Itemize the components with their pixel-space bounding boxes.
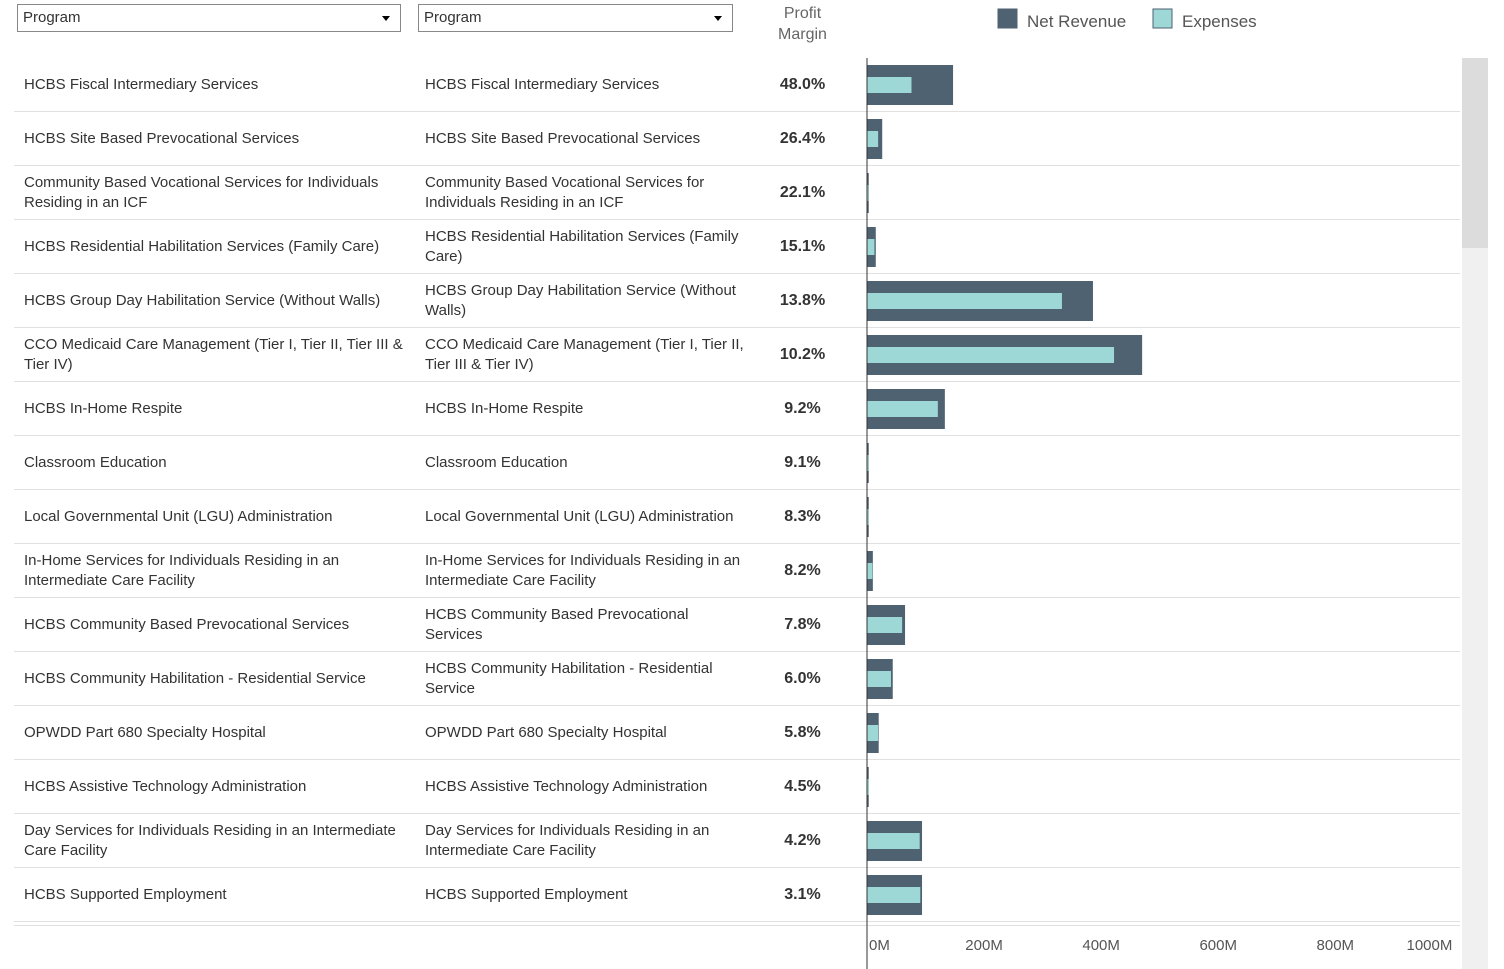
row-separator — [14, 813, 1460, 814]
scrollbar[interactable] — [1462, 58, 1488, 969]
row-separator — [14, 921, 1460, 922]
bar — [867, 833, 920, 849]
legend-swatch — [1152, 8, 1173, 29]
program-label: Community Based Vocational Services for … — [425, 174, 705, 211]
row-separator — [14, 543, 1460, 544]
profit-margin: 22.1% — [779, 184, 826, 201]
program-label: Classroom Education — [24, 454, 167, 471]
program-label: HCBS Supported Employment — [24, 886, 227, 903]
program-label: HCBS Group Day Habilitation Service (Wit… — [425, 282, 736, 319]
row-separator — [14, 489, 1460, 490]
row-separator — [14, 759, 1460, 760]
profit-margin: 4.2% — [784, 832, 821, 849]
program-label: OPWDD Part 680 Specialty Hospital — [24, 724, 266, 741]
filter-dropdown[interactable]: Program — [418, 4, 733, 32]
program-label: HCBS Community Habilitation - Residentia… — [425, 660, 713, 697]
program-label: HCBS Site Based Prevocational Services — [425, 130, 701, 147]
program-label: HCBS Fiscal Intermediary Services — [425, 76, 660, 93]
profit-margin: 13.8% — [779, 292, 826, 309]
profit-margin: 7.8% — [784, 616, 821, 633]
legend-swatch — [997, 8, 1018, 29]
profit-margin: 4.5% — [784, 778, 821, 795]
program-label: HCBS Fiscal Intermediary Services — [24, 76, 259, 93]
column-header: Profit Margin — [778, 5, 827, 43]
bar — [867, 239, 875, 255]
profit-margin: 6.0% — [784, 670, 821, 687]
x-tick-label: 800M — [1317, 937, 1355, 954]
row-separator — [14, 925, 1460, 926]
legend-label: Net Revenue — [1027, 12, 1126, 31]
bar — [867, 509, 869, 525]
filter-dropdown[interactable]: Program — [17, 4, 401, 32]
profit-margin: 8.3% — [784, 508, 821, 525]
bar — [867, 779, 869, 795]
bar — [867, 347, 1115, 363]
program-label: HCBS Residential Habilitation Services (… — [24, 238, 380, 255]
row-separator — [14, 327, 1460, 328]
row-separator — [14, 705, 1460, 706]
legend-label: Expenses — [1182, 12, 1257, 31]
program-label: Local Governmental Unit (LGU) Administra… — [425, 508, 734, 525]
x-tick-label: 1000M — [1407, 937, 1453, 954]
x-tick-label: 600M — [1199, 937, 1237, 954]
row-separator — [14, 381, 1460, 382]
x-tick-label: 200M — [965, 937, 1003, 954]
program-label: CCO Medicaid Care Management (Tier I, Ti… — [24, 336, 403, 373]
profit-margin: 5.8% — [784, 724, 821, 741]
program-label: Classroom Education — [425, 454, 568, 471]
program-label: HCBS Community Based Prevocational Servi… — [425, 606, 689, 643]
profit-margin: 15.1% — [779, 238, 826, 255]
bar — [867, 131, 879, 147]
row-separator — [14, 867, 1460, 868]
row-separator — [14, 111, 1460, 112]
program-label: Day Services for Individuals Residing in… — [425, 822, 710, 859]
profit-margin: 8.2% — [784, 562, 821, 579]
program-label: HCBS Assistive Technology Administration — [425, 778, 708, 795]
row-separator — [14, 273, 1460, 274]
program-label: In-Home Services for Individuals Residin… — [425, 552, 741, 589]
bar — [867, 293, 1062, 309]
bar — [867, 887, 921, 903]
bar — [867, 455, 869, 471]
program-label: HCBS Community Habilitation - Residentia… — [24, 670, 366, 687]
profit-margin: 26.4% — [779, 130, 826, 147]
x-tick-label: 400M — [1082, 937, 1120, 954]
program-label: Day Services for Individuals Residing in… — [24, 822, 396, 859]
program-label: In-Home Services for Individuals Residin… — [24, 552, 340, 589]
program-label: HCBS In-Home Respite — [24, 400, 183, 417]
program-label: Local Governmental Unit (LGU) Administra… — [24, 508, 333, 525]
row-separator — [14, 165, 1460, 166]
row-separator — [14, 219, 1460, 220]
profit-margin: 9.1% — [784, 454, 821, 471]
program-label: HCBS Site Based Prevocational Services — [24, 130, 300, 147]
profit-margin: 10.2% — [779, 346, 826, 363]
bar — [867, 563, 873, 579]
program-label: HCBS Residential Habilitation Services (… — [425, 228, 739, 265]
row-separator — [14, 597, 1460, 598]
program-label: HCBS Group Day Habilitation Service (Wit… — [24, 292, 381, 309]
program-label: HCBS Supported Employment — [425, 886, 628, 903]
bar — [867, 401, 938, 417]
bar — [867, 617, 903, 633]
program-label: OPWDD Part 680 Specialty Hospital — [425, 724, 667, 741]
x-tick-label: 0M — [869, 937, 890, 954]
program-label: HCBS Assistive Technology Administration — [24, 778, 307, 795]
row-separator — [14, 651, 1460, 652]
program-label: HCBS Community Based Prevocational Servi… — [24, 616, 350, 633]
bar — [867, 77, 912, 93]
program-label: Community Based Vocational Services for … — [24, 174, 379, 211]
profit-margin: 9.2% — [784, 400, 821, 417]
profit-margin: 3.1% — [784, 886, 821, 903]
bar — [867, 185, 869, 201]
bar — [867, 671, 892, 687]
bar — [867, 725, 879, 741]
program-label: CCO Medicaid Care Management (Tier I, Ti… — [425, 336, 744, 373]
program-label: HCBS In-Home Respite — [425, 400, 584, 417]
row-separator — [14, 435, 1460, 436]
profit-margin: 48.0% — [779, 76, 826, 93]
